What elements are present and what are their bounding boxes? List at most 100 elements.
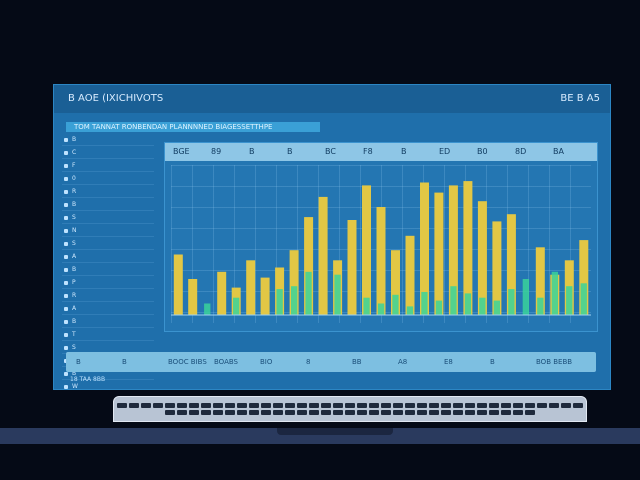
bar-yellow bbox=[347, 220, 357, 315]
bar-green bbox=[580, 283, 587, 315]
toolbar-button[interactable]: BOOC BIBS bbox=[168, 358, 207, 366]
sidebar-item-label: A bbox=[72, 253, 77, 260]
key bbox=[285, 403, 295, 408]
key bbox=[465, 410, 475, 415]
key bbox=[117, 403, 127, 408]
bullet-icon bbox=[64, 255, 68, 259]
toolbar-button[interactable]: BB bbox=[352, 358, 362, 366]
key bbox=[261, 403, 271, 408]
sidebar-item[interactable]: S bbox=[62, 213, 154, 224]
toolbar-button[interactable]: BOABS bbox=[214, 358, 238, 366]
sidebar-item[interactable]: B bbox=[62, 369, 154, 380]
sidebar-item-label: B bbox=[72, 370, 77, 377]
sidebar-item[interactable]: R bbox=[62, 291, 154, 302]
sidebar: BCF0RBSNSABPRABTSNBWD bbox=[62, 135, 154, 389]
sidebar-item[interactable]: C bbox=[62, 148, 154, 159]
sidebar-item[interactable]: N bbox=[62, 226, 154, 237]
column-header-label[interactable]: 8D bbox=[515, 147, 527, 156]
sidebar-item[interactable]: P bbox=[62, 278, 154, 289]
sidebar-item[interactable]: A bbox=[62, 252, 154, 263]
column-header-label[interactable]: B bbox=[287, 147, 293, 156]
toolbar-button[interactable]: BIO bbox=[260, 358, 273, 366]
column-header-label[interactable]: BA bbox=[553, 147, 564, 156]
key bbox=[525, 410, 535, 415]
key bbox=[141, 403, 151, 408]
key bbox=[381, 410, 391, 415]
key bbox=[249, 410, 259, 415]
keyboard bbox=[113, 396, 587, 422]
toolbar-button[interactable]: B bbox=[490, 358, 495, 366]
sidebar-item[interactable]: S bbox=[62, 239, 154, 250]
bullet-icon bbox=[64, 385, 68, 389]
sidebar-item[interactable]: B bbox=[62, 200, 154, 211]
key bbox=[321, 403, 331, 408]
toolbar-button[interactable]: B bbox=[122, 358, 127, 366]
menu-strip[interactable]: TOM TANNAT RONBENDAN PLANNNNED BIAGESSET… bbox=[66, 122, 320, 132]
column-header-label[interactable]: ED bbox=[439, 147, 451, 156]
status-text: 18 TAA 8BB bbox=[70, 376, 106, 383]
key bbox=[405, 410, 415, 415]
bar-green bbox=[233, 297, 240, 315]
bar-yellow bbox=[289, 250, 299, 315]
key bbox=[333, 403, 343, 408]
toolbar-button[interactable]: E8 bbox=[444, 358, 453, 366]
column-header-label[interactable]: F8 bbox=[363, 147, 373, 156]
key bbox=[225, 410, 235, 415]
toolbar-button[interactable]: 8 bbox=[306, 358, 311, 366]
column-header-label[interactable]: B bbox=[249, 147, 255, 156]
toolbar-button[interactable]: B bbox=[76, 358, 81, 366]
column-header-label[interactable]: B0 bbox=[477, 147, 488, 156]
key bbox=[285, 410, 295, 415]
bar-yellow bbox=[579, 240, 589, 315]
key bbox=[513, 403, 523, 408]
sidebar-item[interactable]: W bbox=[62, 382, 154, 390]
sidebar-item-label: F bbox=[72, 162, 76, 169]
sidebar-item-label: A bbox=[72, 305, 77, 312]
title-right-label: BE B A5 bbox=[560, 93, 600, 104]
column-header-label[interactable]: BC bbox=[325, 147, 336, 156]
sidebar-item-label: C bbox=[72, 149, 77, 156]
key bbox=[201, 403, 211, 408]
bar-yellow bbox=[463, 181, 473, 315]
key bbox=[297, 410, 307, 415]
column-header-label[interactable]: BGE bbox=[173, 147, 190, 156]
key bbox=[489, 410, 499, 415]
bar-green bbox=[435, 300, 443, 315]
key bbox=[477, 403, 487, 408]
toolbar-button[interactable]: BOB BEBB bbox=[536, 358, 573, 366]
sidebar-item-label: W bbox=[72, 383, 78, 390]
bar-green bbox=[508, 289, 515, 315]
sidebar-item[interactable]: B bbox=[62, 135, 154, 146]
column-header-label[interactable]: 89 bbox=[211, 147, 222, 156]
bar-green bbox=[450, 286, 457, 315]
sidebar-item[interactable]: 0 bbox=[62, 174, 154, 185]
key bbox=[297, 403, 307, 408]
sidebar-item[interactable]: R bbox=[62, 187, 154, 198]
bar-green bbox=[363, 297, 370, 315]
key bbox=[309, 410, 319, 415]
key bbox=[561, 403, 571, 408]
sidebar-item[interactable]: B bbox=[62, 265, 154, 276]
bar-yellow bbox=[506, 214, 516, 315]
bullet-icon bbox=[64, 242, 68, 246]
bar-yellow bbox=[246, 260, 256, 315]
key bbox=[165, 410, 175, 415]
sidebar-item-label: B bbox=[72, 266, 77, 273]
sidebar-item[interactable]: B bbox=[62, 317, 154, 328]
sidebar-item[interactable]: A bbox=[62, 304, 154, 315]
bullet-icon bbox=[64, 320, 68, 324]
key bbox=[453, 410, 463, 415]
bar-green bbox=[334, 274, 341, 315]
bullet-icon bbox=[64, 372, 68, 376]
key bbox=[177, 410, 187, 415]
bar-green bbox=[522, 279, 529, 315]
key bbox=[501, 403, 511, 408]
bar-green bbox=[537, 297, 544, 315]
sidebar-item-label: 0 bbox=[72, 175, 76, 182]
column-header-label[interactable]: B bbox=[401, 147, 407, 156]
sidebar-item[interactable]: T bbox=[62, 330, 154, 341]
toolbar-button[interactable]: A8 bbox=[398, 358, 408, 366]
sidebar-item[interactable]: F bbox=[62, 161, 154, 172]
sidebar-item-label: B bbox=[72, 201, 77, 208]
sidebar-item-label: R bbox=[72, 292, 77, 299]
